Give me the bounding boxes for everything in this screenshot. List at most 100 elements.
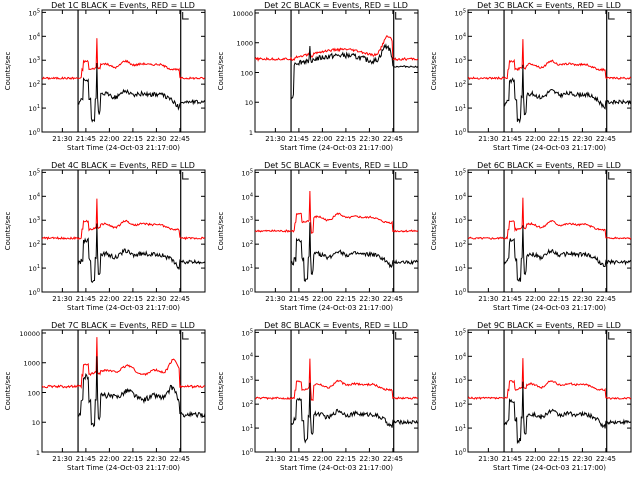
events-series-line xyxy=(503,225,631,282)
x-tick-label: 22:15 xyxy=(123,295,143,303)
y-tick-exponent: 0 xyxy=(250,288,253,294)
y-axis-label: Counts/sec xyxy=(430,52,438,91)
y-tick-label: 104 xyxy=(242,352,253,361)
x-tick-label: 22:15 xyxy=(549,135,569,143)
x-tick-label: 22:00 xyxy=(312,455,332,463)
x-tick-label: 22:00 xyxy=(99,455,119,463)
panel-title: Det 5C BLACK = Events, RED = LLD xyxy=(264,161,408,170)
x-tick-label: 22:15 xyxy=(549,455,569,463)
y-tick-exponent: 2 xyxy=(250,240,253,246)
y-tick-exponent: 0 xyxy=(463,128,466,134)
y-tick-label: 103 xyxy=(455,216,466,225)
x-axis-label: Start Time (24-Oct-03 21:17:00) xyxy=(67,304,180,312)
y-tick-label: 100 xyxy=(242,288,253,297)
y-tick-label: 103 xyxy=(455,56,466,65)
x-tick-label: 22:30 xyxy=(146,135,166,143)
lld-series-line xyxy=(42,198,205,241)
y-tick-label: 102 xyxy=(455,240,466,249)
y-tick-label: 105 xyxy=(455,168,466,177)
detector-panel: Det 3C BLACK = Events, RED = LLD10010110… xyxy=(430,1,632,152)
marker-glyph xyxy=(608,12,615,20)
y-tick-exponent: 5 xyxy=(463,168,466,174)
x-axis-label: Start Time (24-Oct-03 21:17:00) xyxy=(67,464,180,472)
plot-frame xyxy=(467,329,632,453)
x-tick-label: 22:45 xyxy=(170,295,190,303)
y-tick-label: 100 xyxy=(455,448,466,457)
y-tick-label: 100 xyxy=(29,128,40,137)
y-tick-label: 1000 xyxy=(23,360,40,368)
y-tick-label: 101 xyxy=(455,104,466,113)
y-tick-label: 104 xyxy=(455,352,466,361)
x-axis-label: Start Time (24-Oct-03 21:17:00) xyxy=(280,304,393,312)
panel-title: Det 4C BLACK = Events, RED = LLD xyxy=(51,161,195,170)
x-tick-label: 22:00 xyxy=(312,295,332,303)
x-tick-label: 22:15 xyxy=(123,455,143,463)
y-axis-label: Counts/sec xyxy=(217,212,225,251)
y-tick-label: 103 xyxy=(29,56,40,65)
y-tick-exponent: 3 xyxy=(463,216,466,222)
y-tick-exponent: 5 xyxy=(463,328,466,334)
y-tick-label: 1 xyxy=(249,129,253,137)
marker-glyph xyxy=(182,172,189,180)
y-tick-exponent: 1 xyxy=(250,424,253,430)
marker-glyph xyxy=(182,332,189,340)
y-tick-exponent: 5 xyxy=(250,328,253,334)
x-tick-label: 22:30 xyxy=(572,295,592,303)
y-tick-exponent: 5 xyxy=(37,8,40,14)
marker-glyph xyxy=(395,332,402,340)
panel-title: Det 6C BLACK = Events, RED = LLD xyxy=(477,161,621,170)
y-tick-exponent: 1 xyxy=(37,104,40,110)
x-tick-label: 22:15 xyxy=(336,455,356,463)
x-tick-label: 21:45 xyxy=(76,135,96,143)
x-axis-label: Start Time (24-Oct-03 21:17:00) xyxy=(493,304,606,312)
lld-series-line xyxy=(468,358,631,400)
x-axis-label: Start Time (24-Oct-03 21:17:00) xyxy=(67,144,180,152)
x-tick-label: 22:30 xyxy=(146,295,166,303)
x-tick-label: 22:45 xyxy=(170,135,190,143)
y-tick-exponent: 5 xyxy=(37,168,40,174)
panel-title: Det 1C BLACK = Events, RED = LLD xyxy=(51,1,195,10)
detector-panel: Det 2C BLACK = Events, RED = LLD 1 10 100 10… xyxy=(217,1,419,152)
y-tick-exponent: 2 xyxy=(250,400,253,406)
detector-panel: Det 4C BLACK = Events, RED = LLD10010110… xyxy=(4,161,206,312)
x-tick-label: 22:00 xyxy=(99,135,119,143)
lld-series-line xyxy=(468,39,631,80)
x-tick-label: 22:15 xyxy=(336,135,356,143)
x-tick-label: 22:00 xyxy=(525,295,545,303)
marker-glyph xyxy=(395,172,402,180)
y-tick-exponent: 0 xyxy=(463,288,466,294)
y-tick-label: 103 xyxy=(242,376,253,385)
y-axis-label: Counts/sec xyxy=(430,372,438,411)
x-tick-label: 22:00 xyxy=(312,135,332,143)
marker-glyph xyxy=(608,332,615,340)
y-tick-label: 102 xyxy=(242,400,253,409)
x-tick-label: 22:30 xyxy=(359,295,379,303)
y-tick-exponent: 0 xyxy=(463,448,466,454)
y-tick-exponent: 4 xyxy=(250,352,253,358)
events-series-line xyxy=(290,382,418,444)
y-tick-exponent: 3 xyxy=(463,56,466,62)
y-axis-label: Counts/sec xyxy=(4,212,12,251)
marker-glyph xyxy=(395,12,402,20)
panel-title: Det 9C BLACK = Events, RED = LLD xyxy=(477,321,621,330)
lld-series-line xyxy=(468,197,631,240)
y-tick-label: 101 xyxy=(242,264,253,273)
y-tick-label: 102 xyxy=(29,80,40,89)
y-tick-exponent: 1 xyxy=(37,264,40,270)
y-axis-label: Counts/sec xyxy=(217,372,225,411)
y-tick-label: 100 xyxy=(29,288,40,297)
y-tick-label: 100 xyxy=(241,69,253,77)
y-tick-exponent: 4 xyxy=(463,352,466,358)
plot-frame xyxy=(467,169,632,293)
x-axis-label: Start Time (24-Oct-03 21:17:00) xyxy=(280,464,393,472)
x-tick-label: 21:45 xyxy=(289,135,309,143)
x-tick-label: 21:30 xyxy=(52,455,72,463)
panel-title: Det 3C BLACK = Events, RED = LLD xyxy=(477,1,621,10)
x-tick-label: 22:00 xyxy=(525,135,545,143)
x-tick-label: 21:30 xyxy=(52,135,72,143)
plot-frame xyxy=(254,329,419,453)
panel-title: Det 8C BLACK = Events, RED = LLD xyxy=(264,321,408,330)
y-tick-exponent: 5 xyxy=(463,8,466,14)
y-tick-label: 100 xyxy=(455,288,466,297)
